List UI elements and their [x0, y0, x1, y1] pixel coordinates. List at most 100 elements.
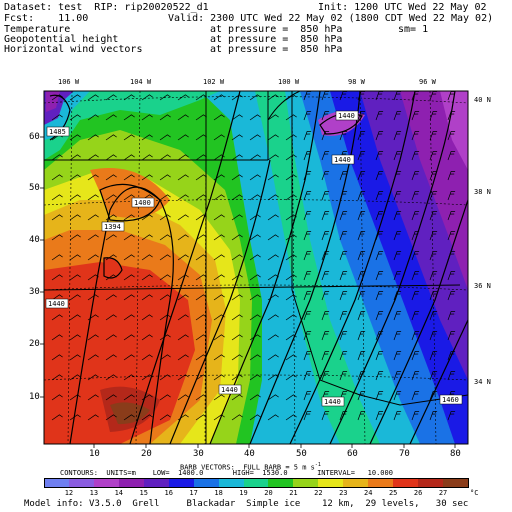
- colorbar-label: 22: [314, 489, 323, 497]
- wind-barb: [231, 114, 243, 121]
- wind-barb: [339, 351, 348, 361]
- model-info: Model info: V3.5.0 Grell Blackadar Simpl…: [24, 499, 469, 509]
- wind-barb: [357, 191, 366, 201]
- wind-barb: [303, 231, 312, 241]
- wind-barb: [141, 274, 153, 281]
- barb-vectors-note: BARB VECTORS: FULL BARB = 5 m s-1: [180, 462, 321, 472]
- wind-barb: [159, 114, 171, 121]
- wind-barb: [69, 154, 81, 161]
- wind-barb: [87, 414, 99, 421]
- wind-barb: [303, 271, 312, 281]
- wind-barb: [87, 254, 99, 261]
- wind-barb: [447, 351, 456, 361]
- contour-label: 1460: [439, 394, 463, 405]
- wind-barb: [339, 231, 348, 241]
- wind-barb: [105, 314, 117, 321]
- wind-barb: [231, 214, 243, 221]
- wind-barb: [321, 311, 330, 321]
- colorbar-label: 13: [89, 489, 99, 497]
- wind-barb: [51, 174, 63, 181]
- wind-barb: [87, 314, 99, 321]
- wind-barb: [51, 194, 63, 201]
- wind-barb: [357, 351, 366, 361]
- wind-barb: [123, 394, 135, 401]
- wind-barb: [69, 334, 81, 341]
- wind-barb: [141, 94, 153, 101]
- wind-barb: [141, 314, 153, 321]
- wind-barb: [357, 411, 366, 421]
- x-tick-label: 50: [296, 449, 307, 459]
- y-tick-label: 40: [29, 235, 40, 245]
- wind-barb: [393, 191, 402, 201]
- wind-barb: [447, 411, 456, 421]
- wind-barb: [123, 374, 135, 381]
- wind-barb: [249, 214, 261, 221]
- contour-labels: 1485 1440 1440 1400 1394 1440 1440 1440 …: [45, 110, 463, 407]
- wind-barb: [51, 214, 63, 221]
- wind-barb: [123, 314, 135, 321]
- wind-barb: [249, 134, 261, 141]
- colorbar-label: 21: [289, 489, 298, 497]
- wind-barb: [321, 411, 330, 421]
- colorbar-label: 14: [114, 489, 124, 497]
- wind-barb: [267, 354, 279, 361]
- wind-barb: [357, 311, 366, 321]
- wind-barb: [87, 394, 99, 401]
- wind-barb: [285, 334, 297, 341]
- wind-barb: [123, 214, 135, 221]
- wind-barb: [51, 234, 63, 241]
- wind-barb: [231, 194, 243, 201]
- wind-barb: [195, 334, 207, 341]
- axis-ticks: [40, 136, 456, 448]
- fcst-line: Fcst: 11.00: [4, 13, 89, 24]
- wind-barb: [375, 371, 384, 381]
- wind-barb: [105, 134, 117, 141]
- colorbar-unit: °C: [470, 489, 479, 497]
- wind-barb: [159, 174, 171, 181]
- wind-barb: [285, 154, 297, 161]
- wind-barb: [249, 334, 261, 341]
- wind-barb: [141, 374, 153, 381]
- wind-barb: [213, 154, 225, 161]
- wind-barb: [357, 291, 366, 301]
- wind-barb: [51, 314, 63, 321]
- wind-barb: [393, 291, 402, 301]
- wind-barb: [411, 331, 420, 341]
- wind-barb: [339, 411, 348, 421]
- wind-barb: [357, 271, 366, 281]
- wind-barb: [69, 394, 81, 401]
- lat-label: 34 N: [474, 378, 491, 386]
- wind-barb: [213, 314, 225, 321]
- wind-barb: [159, 314, 171, 321]
- wind-barb: [285, 134, 297, 141]
- wind-barb: [105, 414, 117, 421]
- wind-barb: [303, 111, 312, 121]
- wind-barb: [321, 191, 330, 201]
- wind-barb: [231, 154, 243, 161]
- colorbar-label: 19: [239, 489, 248, 497]
- wind-barb: [393, 371, 402, 381]
- wind-barb: [393, 411, 402, 421]
- contours-note: CONTOURS: UNITS=m LOW= 1400.0 HIGH= 1530…: [60, 469, 393, 477]
- wind-barb: [123, 334, 135, 341]
- wind-barb: [285, 214, 297, 221]
- wind-barb: [231, 94, 243, 101]
- wind-barb: [267, 194, 279, 201]
- wind-barb: [51, 294, 63, 301]
- wind-barb: [447, 131, 456, 141]
- wind-barb: [123, 294, 135, 301]
- wind-barb: [87, 334, 99, 341]
- wind-barb: [447, 211, 456, 221]
- wind-barb: [213, 354, 225, 361]
- wind-barb: [357, 251, 366, 261]
- wind-barb: [375, 211, 384, 221]
- wind-barb: [321, 351, 330, 361]
- wind-barb: [339, 211, 348, 221]
- wind-barb: [195, 414, 207, 421]
- wind-barb: [105, 394, 117, 401]
- wind-barb: [105, 334, 117, 341]
- wind-barb: [195, 374, 207, 381]
- field-level: at pressure = 850 hPa: [210, 44, 343, 55]
- wind-barb: [69, 234, 81, 241]
- wind-barb: [357, 331, 366, 341]
